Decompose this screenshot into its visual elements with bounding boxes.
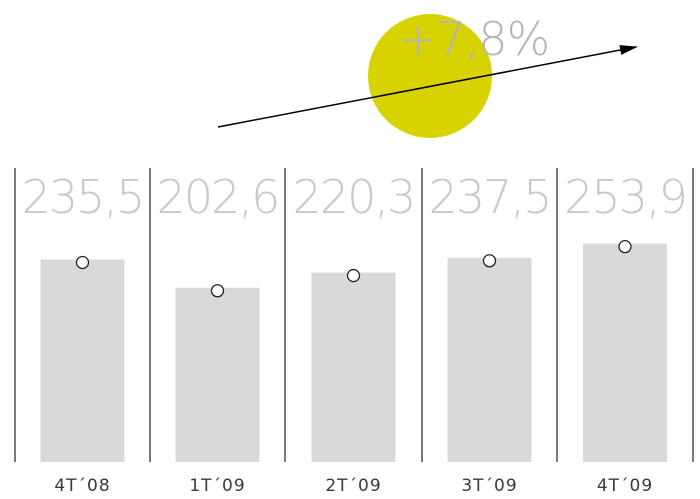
category-label: 4T´09	[597, 476, 653, 496]
value-marker	[618, 239, 632, 254]
bar	[447, 257, 532, 462]
category-label: 1T´09	[189, 476, 245, 496]
column-separators	[14, 168, 694, 462]
value-labels: 235,5 202,6 220,3 237,5 253,9	[22, 170, 688, 224]
value-label: 237,5	[429, 170, 551, 224]
value-label: 202,6	[157, 170, 279, 224]
growth-label: +7,8%	[399, 12, 549, 66]
category-labels: 4T´08 1T´09 2T´09 3T´09 4T´09	[54, 476, 653, 496]
bars	[40, 243, 667, 462]
growth-circle	[368, 14, 492, 138]
trend-arrow	[217, 45, 638, 128]
bar	[175, 287, 260, 462]
value-marker	[75, 255, 90, 270]
value-markers	[75, 239, 632, 298]
value-label: 220,3	[293, 170, 415, 224]
value-marker	[346, 268, 361, 283]
category-label: 2T´09	[325, 476, 381, 496]
category-label: 3T´09	[461, 476, 517, 496]
category-label: 4T´08	[54, 476, 110, 496]
growth-indicator: +7,8%	[217, 12, 638, 138]
value-label: 253,9	[564, 170, 686, 224]
bar	[583, 243, 667, 462]
value-label: 235,5	[22, 170, 144, 224]
bar	[311, 272, 396, 462]
bar	[40, 259, 125, 462]
value-marker	[482, 254, 497, 268]
value-marker	[210, 284, 225, 298]
